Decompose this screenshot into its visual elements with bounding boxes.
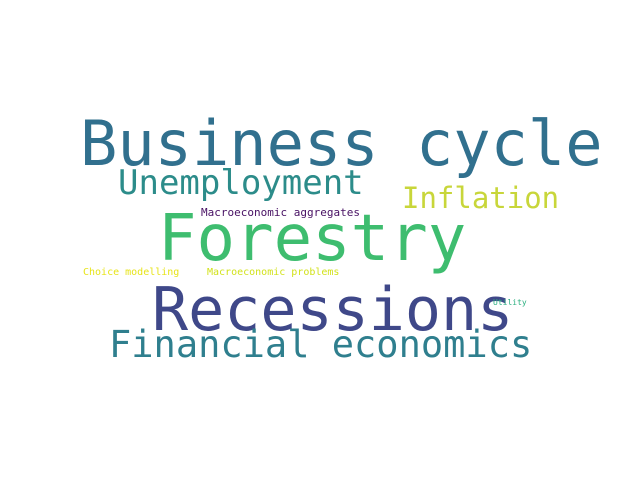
word-utility: Utility — [493, 298, 527, 307]
word-unemployment: Unemployment — [118, 163, 364, 203]
word-business-cycle: Business cycle — [80, 107, 603, 180]
word-macroeconomic-aggregates: Macroeconomic aggregates — [201, 206, 360, 219]
word-financial-economics: Financial economics — [109, 323, 533, 366]
word-forestry: Forestry — [158, 202, 467, 276]
word-macroeconomic-problems: Macroeconomic problems — [207, 267, 340, 278]
word-inflation: Inflation — [402, 181, 560, 215]
word-choice-modelling: Choice modelling — [83, 267, 180, 278]
word-recessions: Recessions — [152, 275, 514, 345]
